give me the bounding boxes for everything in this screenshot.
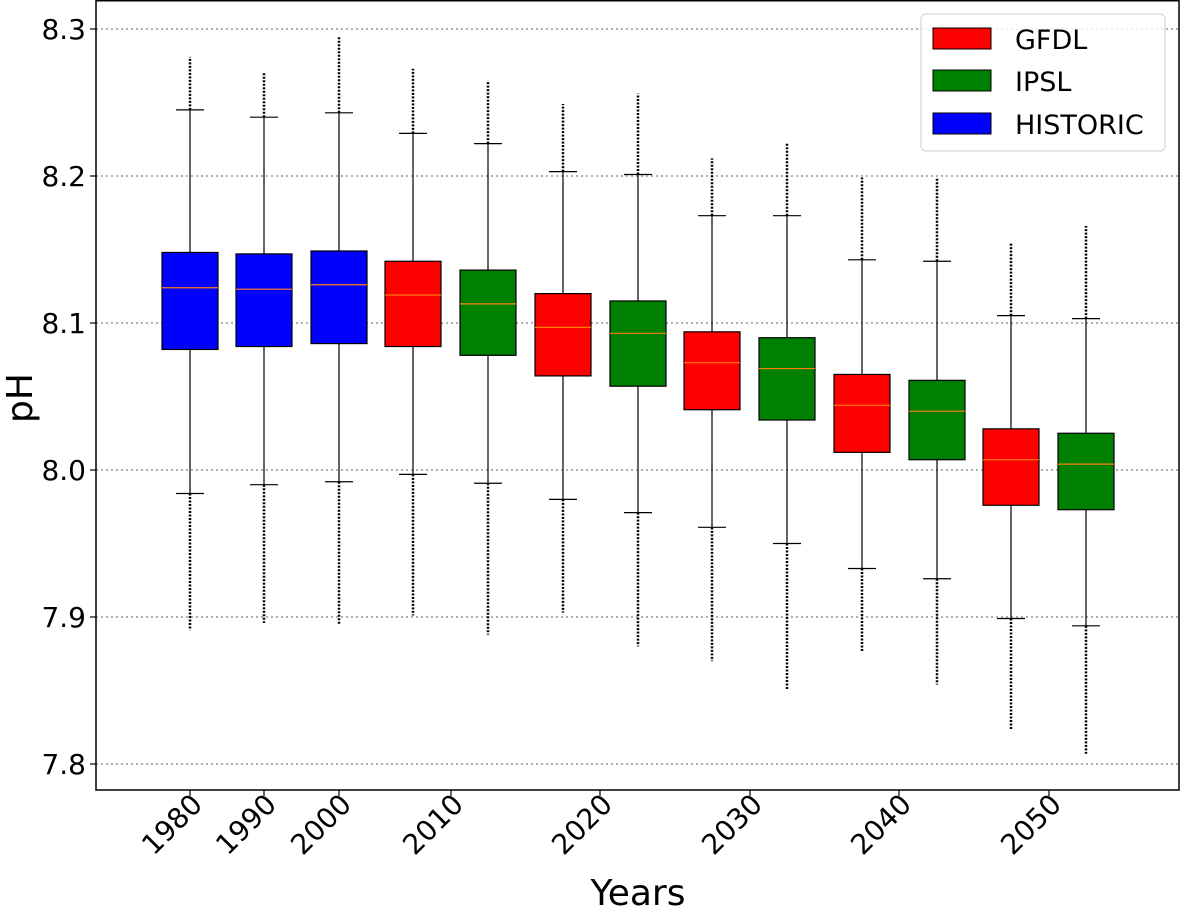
legend-item-historic: HISTORIC: [932, 110, 1144, 141]
y-tick-label: 8.0: [41, 454, 86, 487]
boxplot-series: [161, 36, 1115, 754]
legend-swatch-ipsl: [932, 69, 992, 92]
iqr-box: [982, 428, 1040, 506]
legend-item-ipsl: IPSL: [932, 67, 1071, 98]
iqr-box: [384, 260, 442, 348]
y-axis-ticks: 7.8 7.9 8.0 8.1 8.2 8.3: [41, 13, 96, 781]
box-historic-1980: [161, 56, 219, 631]
y-tick-label: 8.2: [41, 160, 86, 193]
y-axis-label: pH: [0, 373, 41, 423]
x-tick-label: 2040: [844, 788, 918, 862]
x-tick-label: 2030: [695, 788, 769, 862]
y-tick-label: 7.9: [41, 601, 86, 634]
iqr-box: [161, 251, 219, 351]
legend: GFDL IPSL HISTORIC: [920, 13, 1166, 152]
box-ipsl-2050: [1057, 225, 1115, 754]
legend-label-ipsl: IPSL: [1015, 67, 1071, 98]
y-tick-label: 7.8: [41, 748, 86, 781]
legend-label-gfdl: GFDL: [1015, 25, 1087, 56]
iqr-box: [758, 337, 816, 421]
box-gfdl-2050: [982, 242, 1040, 731]
x-tick-label: 2050: [994, 788, 1068, 862]
box-ipsl-2010: [459, 80, 517, 635]
box-historic-2000: [310, 36, 368, 625]
x-tick-label: 2000: [284, 788, 358, 862]
legend-swatch-gfdl: [932, 27, 992, 50]
legend-item-gfdl: GFDL: [932, 25, 1087, 56]
x-tick-label: 2020: [545, 788, 619, 862]
box-historic-1990: [235, 73, 293, 623]
iqr-box: [683, 331, 741, 411]
box-gfdl-2010: [384, 68, 442, 616]
box-ipsl-2030: [758, 143, 816, 690]
box-ipsl-2040: [908, 177, 966, 685]
axes-frame: [95, 0, 1180, 791]
y-tick-label: 8.3: [41, 13, 86, 46]
box-gfdl-2020: [534, 103, 592, 613]
iqr-box: [1057, 432, 1115, 511]
iqr-box: [235, 253, 293, 348]
legend-label-historic: HISTORIC: [1015, 110, 1144, 141]
x-axis-ticks: 1980 1990 2000 2010 2020 2030 2040 2050: [135, 788, 1068, 862]
iqr-box: [609, 300, 667, 387]
x-tick-label: 1980: [135, 788, 209, 862]
iqr-box: [310, 250, 368, 345]
iqr-box: [459, 269, 517, 356]
iqr-box: [833, 373, 891, 453]
iqr-box: [534, 293, 592, 377]
box-gfdl-2040: [833, 177, 891, 653]
y-tick-label: 8.1: [41, 307, 86, 340]
x-axis-label: Years: [590, 873, 686, 908]
x-tick-label: 2010: [396, 788, 470, 862]
box-gfdl-2030: [683, 158, 741, 662]
box-ipsl-2020: [609, 93, 667, 647]
legend-swatch-historic: [932, 112, 992, 135]
x-tick-label: 1990: [209, 788, 283, 862]
iqr-box: [908, 379, 966, 461]
